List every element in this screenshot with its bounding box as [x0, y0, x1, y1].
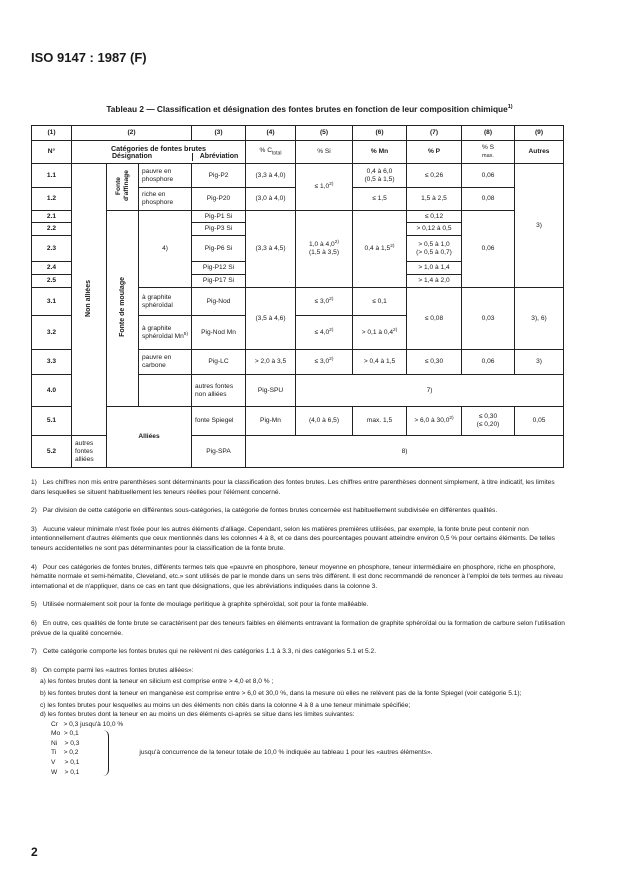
header-row: N° Catégories de fontes brutes Désignati…	[31, 140, 564, 164]
table-row: 5.2 autres fontes alliées Pig-SPA 8)	[31, 435, 564, 468]
table-row: 3.3 pauvre en carbone Pig-LC > 2,0 à 3,5…	[31, 349, 564, 375]
table-row: 3.1 à graphite sphéroïdal Pig-Nod (3,5 à…	[31, 287, 564, 350]
footnote: 3) Aucune valeur minimale n'est fixée pou…	[31, 525, 555, 552]
table-row: 5.1 Alliées fonte Spiegel Pig-Mn (4,0 à …	[31, 406, 564, 468]
table-row: 1.1 Non alliées Fonte d'affinage pauvre …	[31, 163, 564, 436]
classification-table: (1) (2) (3) (4) (5) (6) (7) (8) (9) N° C…	[31, 125, 564, 468]
table-row: 2.3 Pig-P6 Si > 0,5 à 1,0 (> 0,5 à 0,7)	[31, 235, 564, 262]
document-reference: ISO 9147 : 1987 (F)	[31, 50, 147, 65]
footnote: 4) Pour ces catégories de fontes brutes, …	[31, 563, 563, 590]
element-limits: Mo > 0,1 Ni > 0,3 Ti > 0,2 V > 0,1 W > 0…	[51, 730, 433, 777]
group-moulage: Fonte de moulage	[106, 210, 139, 407]
footnote: 8) On compte parmi les «autres fontes bru…	[31, 666, 567, 778]
page-number: 2	[31, 845, 38, 859]
table-title: Tableau 2 — Classification et désignatio…	[106, 104, 513, 114]
brace-icon	[103, 730, 110, 777]
footnotes: 1) Les chiffres non mis entre parenthèses…	[31, 478, 567, 786]
table-row: 2.2 Pig-P3 Si > 0,12 à 0,5	[31, 222, 564, 236]
footnote: 7) Cette catégorie comporte les fontes br…	[31, 648, 377, 656]
group-affinage: Fonte d'affinage	[106, 163, 139, 211]
table-row: 4.0 autres fontes non alliées Pig-SPU 7)	[31, 374, 564, 407]
categories-header: Catégories de fontes brutes Désignation A…	[71, 140, 246, 164]
table-row: 2.1 Fonte de moulage 4) Pig-P1 Si (3,3 à…	[31, 210, 564, 407]
group-alliees: Alliées	[106, 406, 192, 468]
column-number-row: (1) (2) (3) (4) (5) (6) (7) (8) (9)	[31, 125, 564, 141]
footnote: 5) Utilisée normalement soit pour la font…	[31, 601, 369, 609]
footnote: 1) Les chiffres non mis entre parenthèses…	[31, 479, 555, 496]
table-row: 3.2 à graphite sphéroïdal Mn5) Pig-Nod M…	[31, 315, 564, 350]
footnote: 6) En outre, ces qualités de fonte brute …	[31, 619, 565, 637]
group-non-alliees: Non alliées	[71, 163, 107, 436]
footnote: 2) Par division de cette catégorie en dif…	[31, 507, 498, 515]
